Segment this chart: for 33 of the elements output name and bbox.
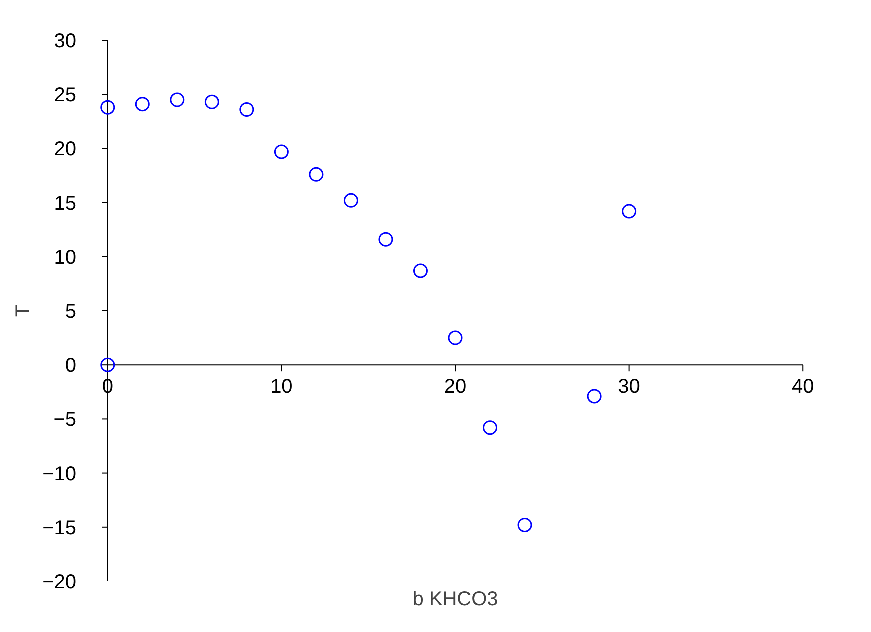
x-tick-label: 40 (792, 376, 814, 398)
x-tick-label: 30 (618, 376, 640, 398)
point (100, 358, 116, 372)
point (413, 264, 428, 278)
y-tick-label: 10 (54, 246, 77, 269)
y-tick-label: 30 (54, 30, 77, 52)
x-axis-title: b KHCO3 (412, 588, 498, 610)
y-tick-label: −10 (42, 463, 77, 486)
point (240, 102, 254, 117)
point (378, 232, 394, 247)
point (448, 330, 463, 346)
point (344, 193, 358, 208)
y-tick-label: 5 (65, 301, 76, 323)
y-axis-title: T (12, 304, 34, 318)
point (204, 94, 220, 110)
y-tick-label: 0 (65, 355, 76, 378)
y-tick-label: −5 (54, 409, 77, 432)
point (170, 92, 185, 108)
point (622, 204, 637, 219)
point (100, 100, 116, 115)
point (309, 167, 324, 182)
y-tick-label: −20 (42, 572, 77, 594)
point (483, 420, 498, 436)
x-tick-label: 20 (444, 376, 467, 398)
y-tick-label: 20 (54, 138, 77, 161)
point (587, 389, 602, 404)
y-tick-label: 25 (54, 84, 77, 107)
point (135, 97, 150, 112)
y-tick-label: 15 (54, 192, 77, 215)
point (518, 518, 532, 532)
x-tick-label: 10 (270, 376, 293, 398)
point (274, 144, 289, 160)
y-tick-label: −15 (42, 517, 77, 540)
